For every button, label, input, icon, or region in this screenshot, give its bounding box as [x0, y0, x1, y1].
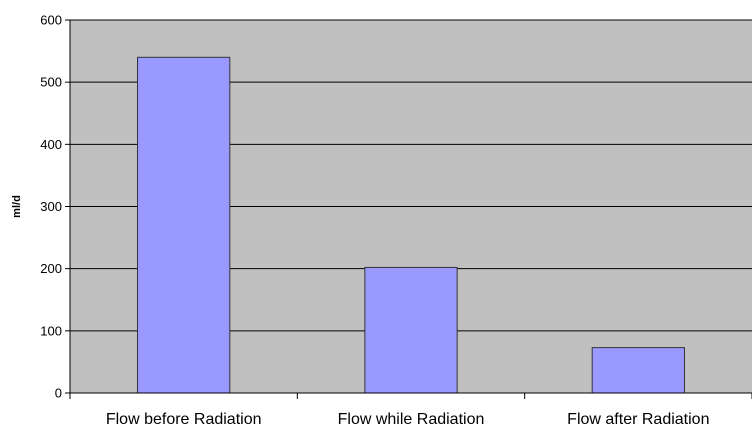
y-tick-label: 0	[55, 386, 62, 401]
x-tick-label: Flow while Radiation	[338, 411, 485, 427]
bars	[137, 56, 685, 394]
axes	[65, 19, 752, 399]
y-tick-label: 300	[40, 199, 62, 214]
x-tick-label: Flow after Radiation	[567, 411, 709, 427]
bar	[137, 56, 231, 394]
y-tick-label: 100	[40, 323, 62, 338]
y-tick-labels: 0 100 200 300 400 500 600	[40, 13, 62, 401]
x-tick-labels: Flow before Radiation Flow while Radiatio…	[106, 411, 710, 427]
y-tick-label: 600	[40, 13, 62, 28]
y-tick-label: 500	[40, 75, 62, 90]
x-tick-label: Flow before Radiation	[106, 411, 262, 427]
y-axis-title: ml/d	[11, 195, 23, 218]
y-tick-label: 200	[40, 261, 62, 276]
y-tick-label: 400	[40, 137, 62, 152]
bar	[364, 266, 458, 394]
bar	[591, 347, 685, 394]
